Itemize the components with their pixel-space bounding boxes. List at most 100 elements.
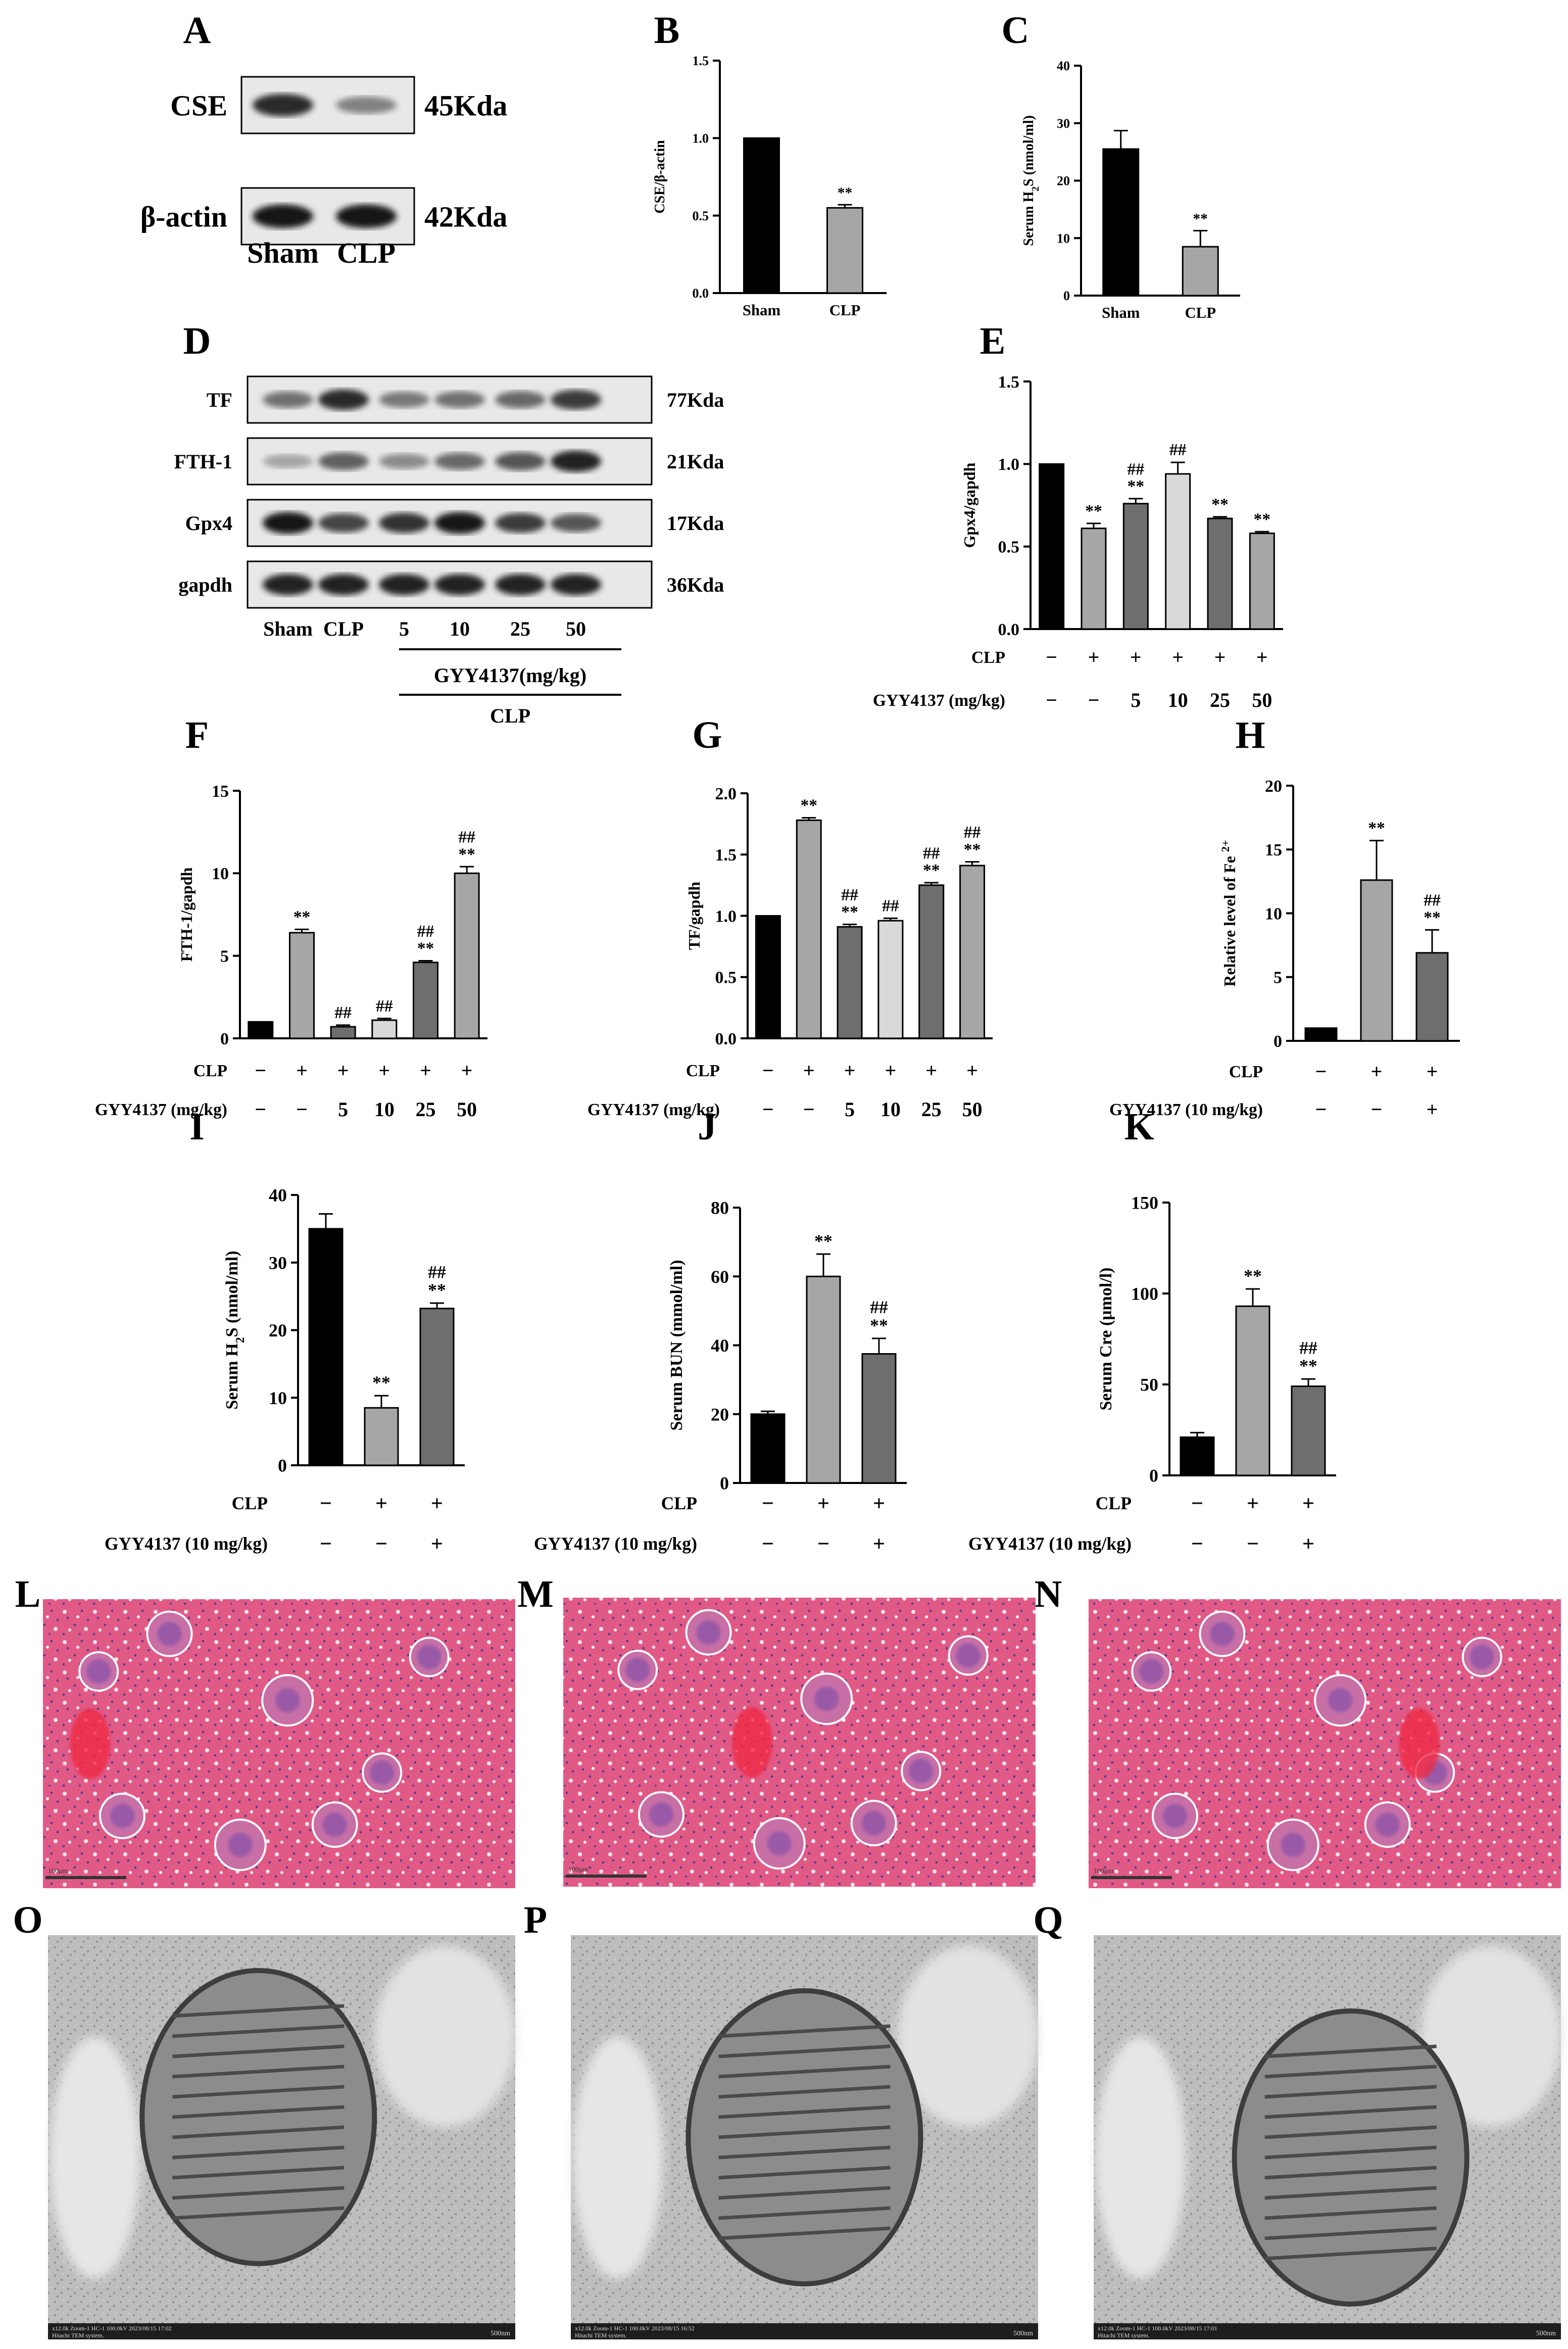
- mitochondrial-crista: [1264, 2065, 1437, 2079]
- y-axis-label-part: Serum H: [1021, 191, 1037, 246]
- panel-letter-c: C: [1002, 9, 1030, 52]
- row-symbol: −: [762, 1492, 774, 1515]
- sig-star: **: [1244, 1266, 1262, 1286]
- sig-hash: ##: [1169, 441, 1187, 459]
- y-axis-label: Serum H2S (nmol/ml): [1021, 115, 1041, 246]
- glomerulus-core: [956, 1643, 981, 1668]
- sig-star: **: [1085, 502, 1102, 520]
- mitochondrial-crista: [172, 2024, 345, 2038]
- blot-band: [336, 97, 397, 114]
- blot-band: [379, 512, 429, 534]
- panel-letter-n: N: [1035, 1573, 1062, 1615]
- bar: [826, 207, 863, 294]
- bar: [1207, 517, 1233, 630]
- y-tick-label: 100: [1131, 1284, 1158, 1304]
- blot-band: [379, 391, 429, 408]
- row-symbol: 10: [1168, 689, 1188, 711]
- panel-letter-q: Q: [1033, 1899, 1063, 1941]
- mitochondrial-crista: [1264, 2166, 1437, 2180]
- blot-band: [253, 93, 313, 117]
- blot-band: [263, 454, 313, 468]
- glomerulus-core: [110, 1804, 134, 1828]
- blot-band: [318, 452, 369, 470]
- sig-hash: ##: [964, 823, 981, 842]
- sig-hash: ##: [870, 1297, 888, 1317]
- blot-kda-label: 36Kda: [667, 573, 724, 596]
- row-symbol: 50: [962, 1098, 983, 1121]
- sig-star: **: [1368, 819, 1385, 838]
- bar: [248, 1021, 274, 1039]
- row-symbol: −: [1191, 1532, 1203, 1556]
- y-tick-label: 30: [1057, 116, 1070, 131]
- y-tick-label: 40: [269, 1185, 287, 1206]
- x-category-label: Sham: [743, 302, 781, 319]
- he-image-n: 100μm: [1089, 1599, 1561, 1888]
- sig-hash: ##: [841, 886, 858, 904]
- mitochondrial-crista: [718, 2125, 891, 2139]
- bar: [743, 137, 780, 294]
- mitochondrial-crista: [172, 2085, 345, 2099]
- sig-star: **: [1254, 510, 1271, 529]
- bar: [330, 1026, 356, 1039]
- glomerulus-core: [814, 1687, 839, 1711]
- chart-panel-g: 0.00.51.01.52.0TF/gapdh****####**## **##C…: [587, 785, 993, 1121]
- blot-lane-label: Sham: [247, 236, 319, 269]
- mitochondrial-crista: [172, 2065, 345, 2079]
- bar: [1122, 503, 1149, 630]
- y-tick-label: 0.5: [715, 969, 737, 987]
- mitochondrial-crista: [718, 2186, 891, 2200]
- blot-band: [336, 204, 397, 228]
- scale-bar: [566, 1875, 647, 1878]
- sig-hash: ##: [1299, 1338, 1317, 1358]
- glomerulus-core: [417, 1645, 442, 1669]
- y-tick-label: 60: [711, 1267, 729, 1287]
- row-symbol: 25: [921, 1098, 942, 1121]
- tem-image-p: x12.0k Zoom-1 HC-1 100.0kV 2023/08/15 16…: [571, 1935, 1039, 2339]
- mitochondrial-crista: [718, 2065, 891, 2079]
- tem-clear-region: [572, 2036, 663, 2279]
- y-axis-label-part: S (nmol/ml): [1021, 115, 1037, 186]
- y-axis-label: CSE/β-actin: [652, 140, 668, 214]
- sig-star: **: [870, 1315, 888, 1335]
- glomerulus-core: [1139, 1659, 1164, 1684]
- mitochondrial-crista: [172, 2004, 345, 2018]
- panel-letter-l: L: [15, 1573, 41, 1615]
- blot-band: [318, 389, 369, 410]
- scale-label: 100μm: [48, 1867, 68, 1875]
- blot-band: [379, 453, 429, 469]
- sig-star: **: [417, 939, 434, 957]
- sig-star: **: [372, 1372, 390, 1393]
- tem-system-text: Hitachi TEM system.: [575, 2332, 627, 2339]
- glomerulus-core: [86, 1659, 111, 1684]
- tem-clear-region: [1095, 2036, 1186, 2279]
- bar: [1165, 473, 1191, 630]
- row-symbol: −: [762, 1098, 774, 1121]
- row-symbol: −: [1315, 1060, 1327, 1083]
- sig-hash: ##: [334, 1003, 352, 1022]
- y-tick-label: 80: [711, 1198, 729, 1218]
- blot-band: [495, 452, 546, 471]
- he-tissue: [43, 1599, 515, 1888]
- y-axis-label: Gpx4/gapdh: [960, 462, 978, 548]
- he-image-l: 100μm: [43, 1599, 515, 1888]
- sig-star: **: [293, 907, 311, 926]
- y-axis-label-part: Relative level of Fe: [1220, 852, 1239, 987]
- bar: [861, 1353, 897, 1484]
- row-symbol: +: [375, 1492, 387, 1515]
- y-tick-label: 50: [1140, 1375, 1158, 1395]
- blot-lane-label: 25: [510, 617, 530, 640]
- row-symbol: +: [925, 1059, 937, 1082]
- bar: [1182, 246, 1219, 297]
- row-symbol: −: [762, 1532, 774, 1556]
- row-symbol: +: [873, 1532, 885, 1556]
- y-axis-label: Serum Cre (μmol/l): [1097, 1267, 1115, 1410]
- y-tick-label: 40: [711, 1335, 729, 1356]
- panel-letter-h: H: [1235, 714, 1265, 756]
- y-tick-label: 20: [269, 1320, 287, 1340]
- row-symbol: +: [1256, 646, 1268, 668]
- row-symbol: 25: [1210, 689, 1230, 711]
